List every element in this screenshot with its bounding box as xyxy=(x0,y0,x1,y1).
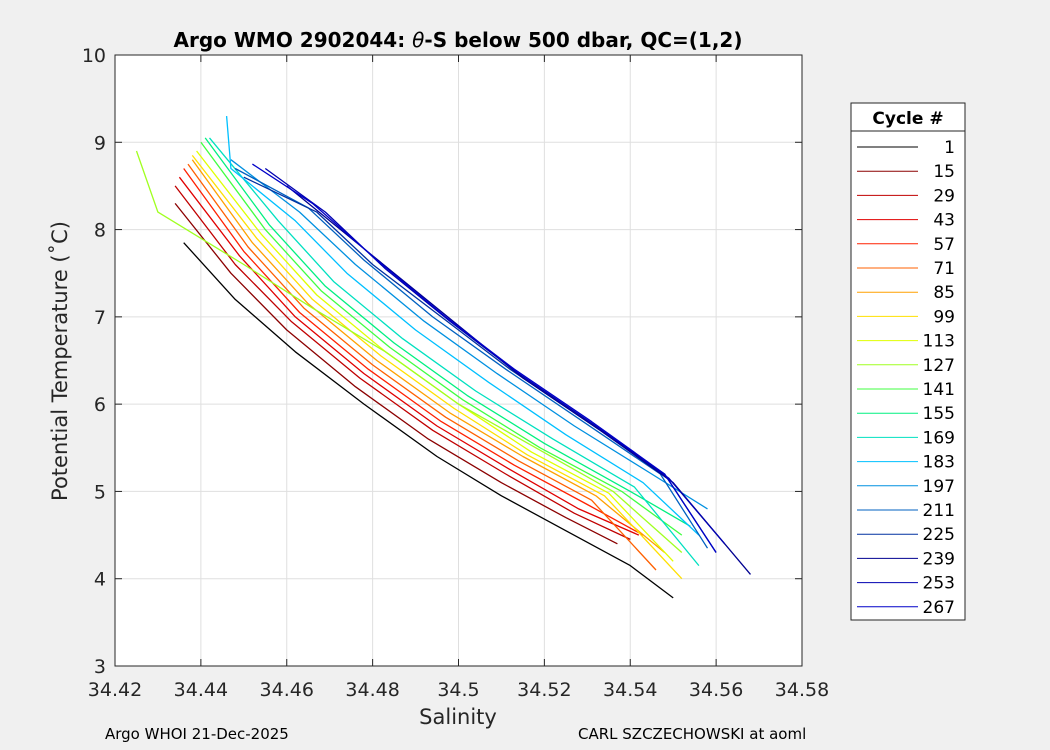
series-line-cycle-57 xyxy=(183,168,644,536)
y-tick-label: 8 xyxy=(94,220,106,242)
legend-label-113: 113 xyxy=(923,332,955,352)
legend-label-225: 225 xyxy=(923,525,955,545)
series-line-cycle-155 xyxy=(204,137,691,527)
legend-label-169: 169 xyxy=(923,428,955,448)
legend-label-197: 197 xyxy=(923,477,955,497)
x-tick-label: 34.46 xyxy=(260,679,314,701)
x-tick-label: 34.54 xyxy=(603,679,657,701)
legend-label-155: 155 xyxy=(923,404,955,424)
legend-label-267: 267 xyxy=(923,598,955,618)
y-tick-label: 7 xyxy=(94,307,106,329)
series-line-cycle-211 xyxy=(234,167,709,549)
series-line-cycle-15 xyxy=(174,202,618,545)
series-line-cycle-267 xyxy=(252,163,717,553)
series-line-cycle-99 xyxy=(191,155,683,580)
axis-ticks: 34.42 34.44 34.46 34.48 34.5 34.52 34.54 34.56 3… xyxy=(82,45,829,701)
x-tick-label: 34.42 xyxy=(88,679,142,701)
legend-label-239: 239 xyxy=(923,549,955,569)
legend-label-99: 99 xyxy=(933,307,955,327)
legend-label-1: 1 xyxy=(944,138,955,158)
legend-label-15: 15 xyxy=(933,162,955,182)
series-group xyxy=(135,116,751,599)
series-line-cycle-169 xyxy=(208,137,700,567)
chart-title: Argo WMO 2902044: θ-S below 500 dbar, QC… xyxy=(174,28,743,52)
footer-left: Argo WHOI 21-Dec-2025 xyxy=(105,725,289,743)
x-axis-label: Salinity xyxy=(419,705,497,729)
legend-label-141: 141 xyxy=(923,380,955,400)
series-line-cycle-1 xyxy=(183,242,674,599)
x-tick-label: 34.48 xyxy=(345,679,399,701)
series-line-cycle-183 xyxy=(225,116,700,536)
y-tick-label: 6 xyxy=(94,394,106,416)
legend-label-127: 127 xyxy=(923,356,955,376)
x-tick-label: 34.58 xyxy=(775,679,829,701)
series-line-cycle-85 xyxy=(191,159,666,554)
x-tick-label: 34.56 xyxy=(689,679,743,701)
legend-title: Cycle # xyxy=(872,109,943,129)
legend-label-85: 85 xyxy=(933,283,955,303)
legend-label-57: 57 xyxy=(933,235,955,255)
legend-label-253: 253 xyxy=(923,574,955,594)
y-tick-label: 4 xyxy=(94,569,106,591)
x-tick-label: 34.52 xyxy=(517,679,571,701)
series-line-cycle-253 xyxy=(264,167,726,545)
series-line-cycle-29 xyxy=(174,185,631,540)
legend-label-183: 183 xyxy=(923,453,955,473)
legend-label-43: 43 xyxy=(933,211,955,231)
series-line-cycle-141 xyxy=(200,141,683,536)
x-tick-label: 34.5 xyxy=(437,679,479,701)
y-tick-label: 9 xyxy=(94,132,106,154)
series-line-cycle-43 xyxy=(178,176,640,536)
x-tick-label: 34.44 xyxy=(174,679,228,701)
y-tick-label: 5 xyxy=(94,481,106,503)
y-tick-label: 3 xyxy=(94,656,106,678)
legend-entries: 1 15 29 43 57 71 85 99 113 127 141 155 169 183 197 211 2… xyxy=(857,138,955,618)
series-line-cycle-127 xyxy=(135,150,683,553)
footer-right: CARL SZCZECHOWSKI at aoml xyxy=(578,725,807,743)
series-line-cycle-71 xyxy=(187,163,657,571)
legend-label-71: 71 xyxy=(933,259,955,279)
y-axis-label: Potential Temperature (˚C) xyxy=(48,221,72,501)
legend: Cycle # 1 15 29 43 57 71 85 99 113 127 141 155 169 18… xyxy=(850,102,966,621)
legend-label-29: 29 xyxy=(933,186,955,206)
y-tick-label: 10 xyxy=(82,45,106,67)
legend-label-211: 211 xyxy=(923,501,955,521)
series-line-cycle-197 xyxy=(230,159,708,510)
